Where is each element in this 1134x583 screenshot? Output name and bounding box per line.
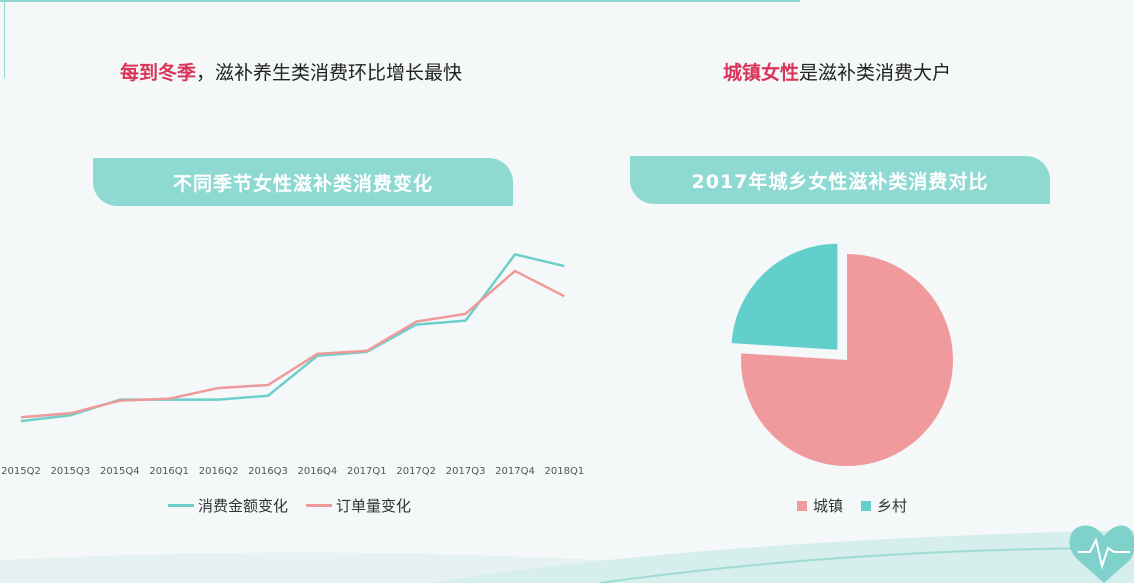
legend-label-orders: 订单量变化 (336, 497, 412, 515)
headline-right-highlight: 城镇女性 (723, 62, 800, 84)
headline-left: 每到冬季，滋补养生类消费环比增长最快 (120, 58, 462, 85)
legend-item-rural: 乡村 (861, 495, 907, 516)
legend-swatch-amount (168, 504, 194, 507)
legend-item-urban: 城镇 (797, 495, 843, 516)
x-tick-label: 2016Q1 (149, 466, 189, 477)
x-tick-label: 2017Q4 (495, 466, 535, 477)
legend-swatch-orders (306, 504, 333, 507)
x-tick-label: 2016Q3 (248, 466, 288, 477)
legend-swatch-urban (797, 500, 807, 511)
x-tick-label: 2017Q2 (396, 466, 436, 477)
legend-label-urban: 城镇 (813, 497, 844, 515)
pie-slice-0 (740, 254, 953, 467)
legend-item-orders: 订单量变化 (306, 495, 411, 516)
pie-chart-legend: 城镇 乡村 (797, 495, 925, 516)
legend-label-rural: 乡村 (877, 497, 908, 515)
headline-left-text: ，滋补养生类消费环比增长最快 (196, 62, 463, 84)
x-tick-label: 2017Q3 (446, 466, 486, 477)
pie-slice-1 (731, 243, 838, 350)
x-tick-label: 2015Q2 (1, 466, 41, 477)
legend-swatch-rural (861, 500, 872, 511)
pie-chart-title: 2017年城乡女性滋补类消费对比 (630, 156, 1050, 204)
top-rule (0, 0, 800, 2)
legend-item-amount: 消费金额变化 (168, 495, 288, 516)
headline-right-text: 是滋补类消费大户 (799, 62, 952, 84)
series-line-1 (20, 269, 565, 419)
x-tick-label: 2017Q1 (347, 466, 387, 477)
headline-left-highlight: 每到冬季 (120, 62, 197, 84)
x-tick-label: 2016Q4 (298, 466, 338, 477)
x-tick-label: 2016Q2 (199, 466, 239, 477)
line-chart-title: 不同季节女性滋补类消费变化 (93, 158, 513, 206)
x-tick-label: 2015Q4 (100, 466, 140, 477)
legend-label-amount: 消费金额变化 (198, 497, 289, 515)
headline-right: 城镇女性是滋补类消费大户 (723, 58, 951, 85)
x-tick-label: 2015Q3 (51, 466, 91, 477)
x-tick-label: 2018Q1 (545, 466, 585, 477)
line-chart-legend: 消费金额变化 订单量变化 (168, 495, 429, 516)
left-rule (4, 0, 5, 78)
